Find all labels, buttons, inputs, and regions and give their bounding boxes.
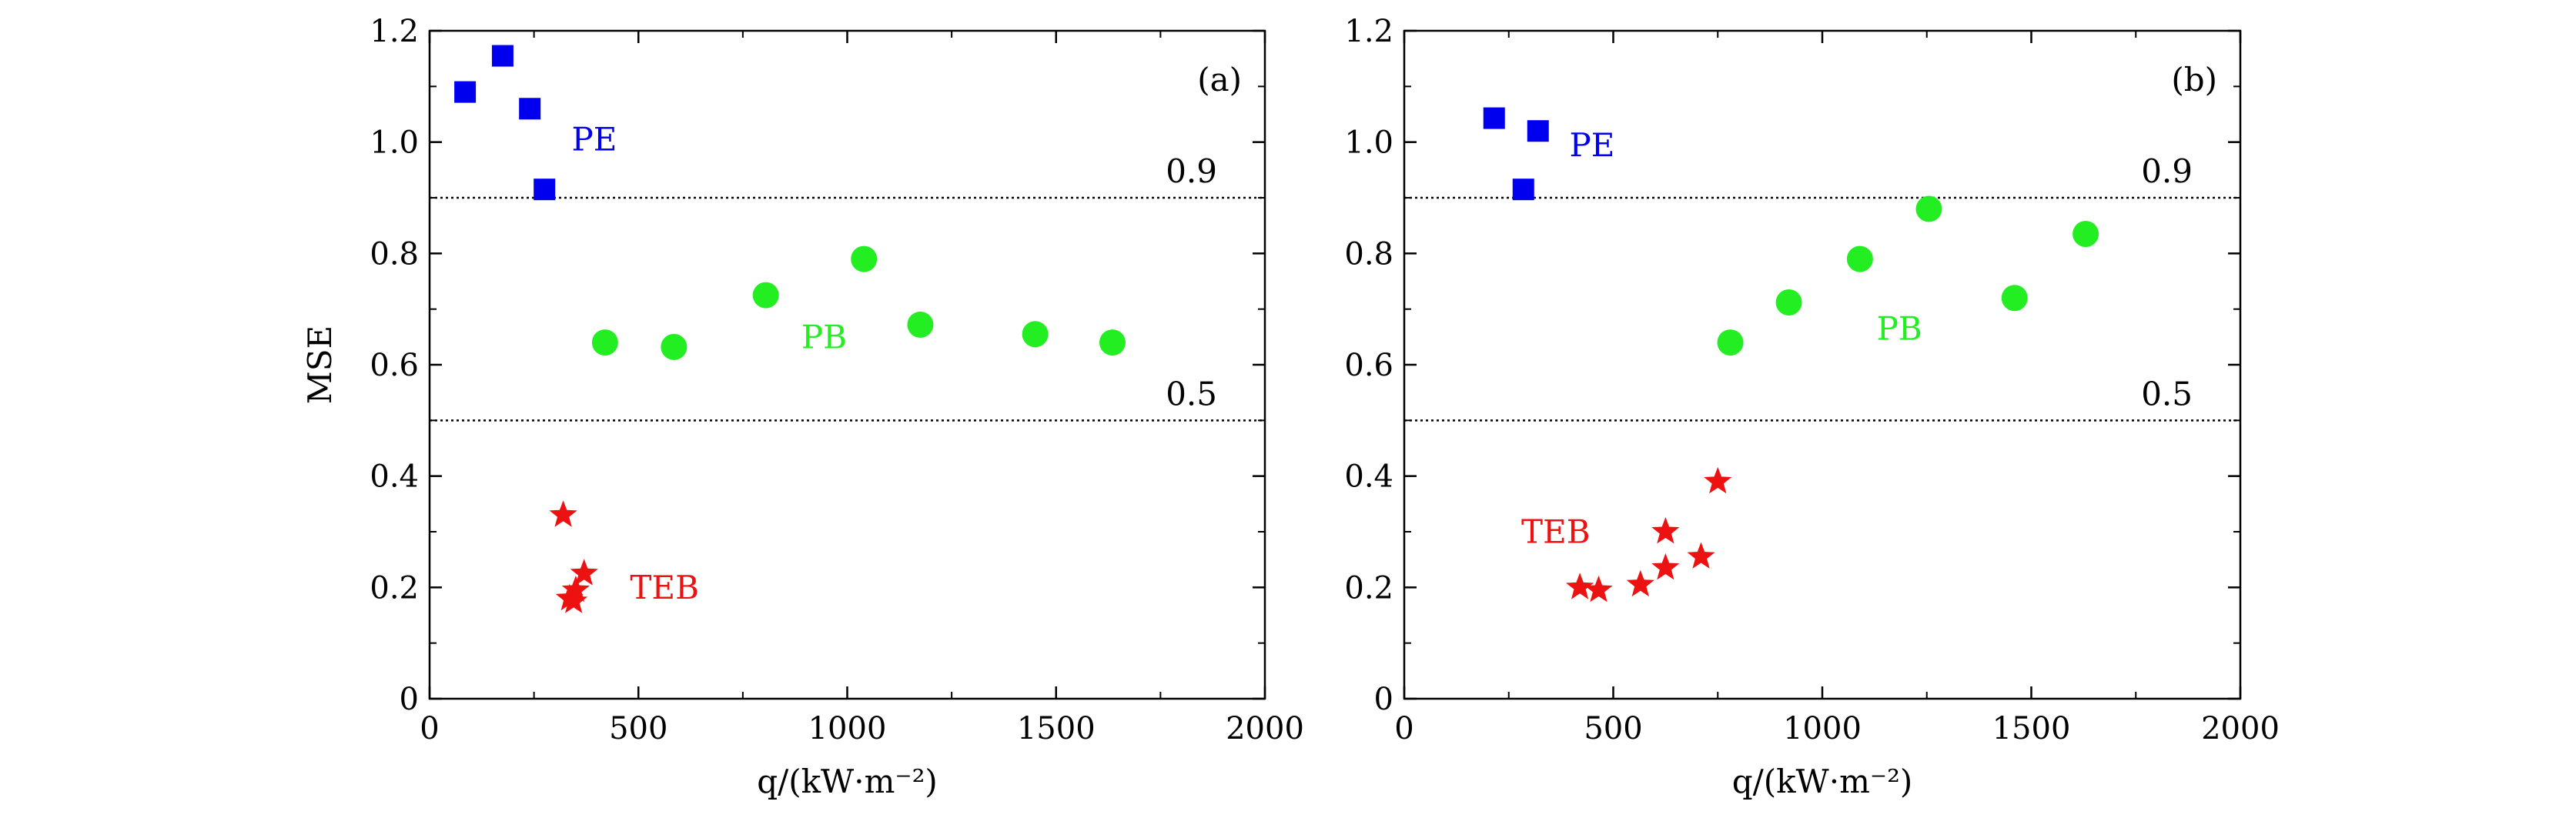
data-point-pb-circle <box>1099 329 1126 356</box>
reference-line-label: 0.5 <box>1166 375 1217 412</box>
data-point-pb-circle <box>851 245 878 272</box>
x-tick-label: 1500 <box>1017 711 1096 746</box>
x-axis-title: q/(kW·m⁻²) <box>757 763 938 800</box>
series-label-pb: PB <box>1877 309 1922 347</box>
y-tick-label: 0.4 <box>1344 459 1393 495</box>
x-tick-label: 1000 <box>1783 711 1862 746</box>
plot-frame <box>428 29 1266 700</box>
data-point-teb-star <box>1651 553 1680 580</box>
data-point-pb-circle <box>591 329 618 356</box>
data-point-teb-star <box>570 559 598 586</box>
y-tick-label: 0 <box>400 682 419 717</box>
panel-label: (a) <box>1197 61 1242 98</box>
x-tick-label: 500 <box>609 711 667 746</box>
data-point-teb-star <box>1687 542 1715 569</box>
series-label-teb: TEB <box>630 569 699 606</box>
panel-a: 0 500 1000 1500 2000 0 0.2 0.4 0.6 0.8 1.0 1.2 0.9 0.… <box>301 14 1304 800</box>
data-point-pe-square <box>534 179 556 201</box>
data-point-teb-star <box>561 576 590 603</box>
y-tick-label: 1.0 <box>370 125 419 161</box>
series-label-pe: PE <box>571 121 617 159</box>
y-tick-label: 0.2 <box>1344 570 1393 606</box>
data-point-teb-star <box>1651 517 1680 544</box>
data-point-pb-circle <box>2001 285 2028 312</box>
x-tick-label: 0 <box>420 711 439 746</box>
data-point-pe-square <box>519 98 541 120</box>
x-axis-title: q/(kW·m⁻²) <box>1732 763 1913 800</box>
panel-b: 0 500 1000 1500 2000 0 0.2 0.4 0.6 0.8 1.0 1.2 0.9 0.… <box>1344 14 2280 800</box>
x-tick-label: 0 <box>1394 711 1413 746</box>
data-point-pb-circle <box>1022 321 1049 348</box>
data-point-teb-star <box>560 586 588 613</box>
x-tick-label: 500 <box>1584 711 1642 746</box>
data-point-pb-circle <box>1915 195 1942 222</box>
reference-line-label: 0.9 <box>2141 152 2193 190</box>
y-tick-label: 0.4 <box>370 459 419 495</box>
data-point-teb-star <box>1626 569 1654 597</box>
y-tick-label: 0.8 <box>370 236 419 272</box>
data-point-pb-circle <box>1846 245 1873 272</box>
data-point-pb-circle <box>661 333 687 360</box>
panel-label: (b) <box>2171 61 2217 98</box>
series-label-teb: TEB <box>1521 513 1591 550</box>
data-point-teb-star <box>1704 466 1732 494</box>
data-point-pe-square <box>1483 107 1505 129</box>
x-tick-label: 1500 <box>1992 711 2071 746</box>
reference-line-label: 0.5 <box>2141 375 2193 412</box>
reference-line-label: 0.9 <box>1166 152 1217 190</box>
data-point-pe-square <box>1527 120 1549 142</box>
data-point-teb-star <box>549 500 577 527</box>
y-tick-label: 0 <box>1374 682 1393 717</box>
data-point-pb-circle <box>1775 289 1802 316</box>
y-tick-label: 0.2 <box>370 570 419 606</box>
y-tick-label: 1.2 <box>1344 14 1393 49</box>
x-tick-label: 2000 <box>2201 711 2280 746</box>
data-point-teb-star <box>1566 573 1594 599</box>
y-tick-label: 0.8 <box>1344 236 1393 272</box>
series-label-pb: PB <box>801 318 847 356</box>
data-point-pe-square <box>1512 179 1534 201</box>
data-point-pb-circle <box>752 282 779 309</box>
x-tick-label: 2000 <box>1226 711 1304 746</box>
x-tick-label: 1000 <box>808 711 887 746</box>
data-point-pb-circle <box>1717 329 1744 356</box>
y-tick-label: 1.2 <box>370 14 419 49</box>
data-point-pe-square <box>491 45 514 67</box>
y-axis-title: MSE <box>301 326 339 404</box>
y-tick-label: 0.6 <box>370 348 419 383</box>
series-label-pe: PE <box>1569 126 1614 164</box>
data-point-pb-circle <box>907 311 934 338</box>
y-tick-label: 1.0 <box>1344 125 1393 161</box>
data-point-pb-circle <box>2073 221 2099 248</box>
data-point-pe-square <box>454 81 477 103</box>
y-tick-label: 0.6 <box>1344 348 1393 383</box>
data-point-teb-star <box>1584 576 1613 603</box>
